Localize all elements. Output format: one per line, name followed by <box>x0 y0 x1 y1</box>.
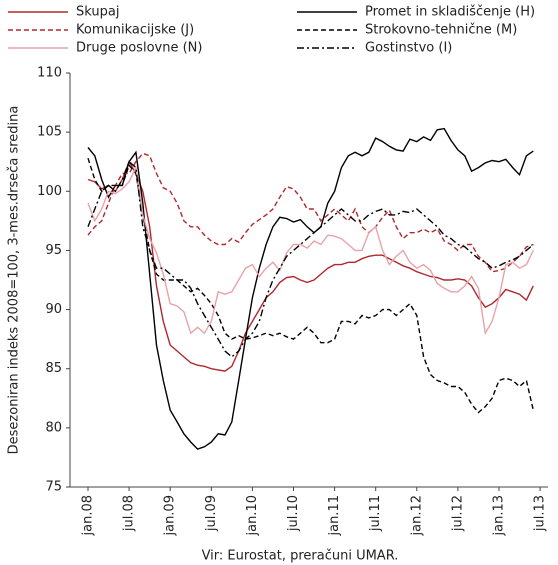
y-tick-label: 100 <box>37 184 62 199</box>
x-tick-label: jul.10 <box>286 495 301 532</box>
x-tick-label: jan.08 <box>81 495 96 537</box>
x-tick-label: jan.09 <box>163 495 178 537</box>
x-tick-label: jul.08 <box>122 495 137 532</box>
x-tick-label: jan.13 <box>492 495 507 537</box>
x-tick-label: jul.13 <box>533 495 548 532</box>
series-line <box>87 127 534 450</box>
x-tick-label: jul.09 <box>204 495 219 532</box>
y-tick-label: 110 <box>37 66 62 81</box>
x-tick-label: jan.12 <box>409 495 424 537</box>
legend-label: Komunikacijske (J) <box>76 23 194 38</box>
series-line <box>87 165 534 336</box>
x-tick-label: jul.12 <box>450 495 465 532</box>
series-line <box>87 157 534 414</box>
series-line <box>87 160 534 358</box>
series-line <box>87 160 534 372</box>
y-tick-label: 85 <box>45 361 62 376</box>
legend-label: Skupaj <box>76 5 119 20</box>
x-tick-label: jan.11 <box>327 495 342 537</box>
y-tick-label: 75 <box>45 480 62 495</box>
y-tick-label: 80 <box>45 420 62 435</box>
x-tick-label: jul.11 <box>368 495 383 532</box>
x-tick-label: jan.10 <box>245 495 260 537</box>
y-tick-label: 90 <box>45 302 62 317</box>
y-tick-label: 105 <box>37 125 62 140</box>
legend-label: Druge poslovne (N) <box>76 41 202 56</box>
series-line <box>87 152 534 273</box>
legend-label: Gostinstvo (I) <box>365 41 452 56</box>
legend-label: Strokovno-tehnične (M) <box>365 23 517 38</box>
legend-label: Promet in skladiščenje (H) <box>365 5 535 20</box>
source-note: Vir: Eurostat, preračuni UMAR. <box>202 549 399 564</box>
y-tick-label: 95 <box>45 243 62 258</box>
y-axis-label: Desezoniran indeks 2008=100, 3-mes.drseč… <box>7 106 22 455</box>
